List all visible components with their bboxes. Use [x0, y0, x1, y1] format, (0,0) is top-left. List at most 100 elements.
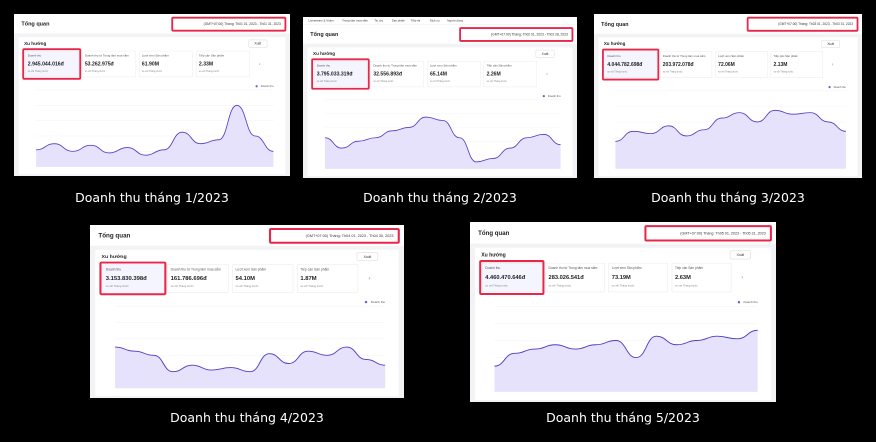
section-title: Xu hướng — [604, 41, 626, 46]
panel-canvas: Livestream & Video Trung tâm mua sắm Tin t… — [303, 17, 577, 178]
metric-value: 32.556.893đ — [373, 71, 403, 77]
export-label: Xuất — [542, 52, 549, 56]
metric-value: 283.026.541đ — [549, 275, 585, 281]
metric-compare: so với Tháng trước — [85, 70, 106, 73]
date-highlight — [171, 16, 287, 32]
metric-label: Tiếp cận Sản phẩm — [774, 54, 799, 58]
revenue-highlight — [22, 48, 82, 80]
legend-label: Doanh thu — [834, 85, 847, 89]
legend-dot — [737, 300, 741, 304]
metric-value: 2.33M — [199, 61, 213, 67]
metric-value: 53.262.975đ — [85, 61, 115, 67]
metric-value: 2.26M — [487, 71, 501, 77]
metric-label: Doanh thu — [485, 266, 500, 270]
caption: Doanh thu tháng 3/2023 — [651, 190, 805, 205]
trend-area — [324, 117, 561, 169]
section-title: Xu hướng — [481, 252, 506, 258]
metric-compare: so với Tháng trước — [718, 71, 739, 74]
metric-label: Doanh thu từ Trung tâm mua sắm — [85, 52, 130, 57]
metric-label: Tiếp cận Sản phẩm — [487, 64, 513, 68]
metric-card — [608, 262, 669, 293]
metric-compare: so với Tháng trước — [142, 70, 163, 73]
trend-area — [36, 105, 274, 167]
metric-value: 73.19M — [612, 275, 631, 281]
date-highlight — [746, 16, 859, 32]
date-range: (GMT+07:00) Tháng: Th01 01, 2023 - Th01 … — [204, 22, 281, 26]
metric-label: Doanh thu từ Trung tâm mua sắm — [171, 266, 221, 271]
caption: Doanh thu tháng 4/2023 — [170, 410, 324, 425]
screenshot-panel: Tổng quan (GMT+07:00) Tháng: Th04 01, 202… — [90, 225, 404, 398]
metric-label: Doanh thu — [28, 53, 42, 57]
export-label: Xuất — [827, 42, 834, 46]
date-highlight — [644, 225, 772, 242]
metric-compare: so với Tháng trước — [612, 283, 635, 287]
legend-label: Doanh thu — [744, 300, 758, 304]
date-range: (GMT+07:00) Tháng: Th03 01, 2023 - Th03 … — [778, 22, 853, 26]
metric-card — [313, 60, 368, 88]
export-button[interactable] — [535, 49, 555, 58]
export-button[interactable] — [821, 40, 840, 48]
trend-line — [36, 104, 274, 156]
panel-canvas: Tổng quan (GMT+07:00) Tháng: Th04 01, 202… — [90, 225, 404, 398]
metric-compare: so với Tháng trước — [549, 283, 572, 287]
metric-label: Tiếp cận Sản phẩm — [300, 267, 329, 271]
screenshot-panel: Livestream & Video Trung tâm mua sắm Tin t… — [303, 17, 577, 178]
panel-canvas: Tổng quan (GMT+07:00) Tháng: Th03 01, 202… — [594, 14, 862, 178]
trend-line — [494, 329, 758, 367]
export-label: Xuất — [363, 255, 371, 259]
caption: Doanh thu tháng 5/2023 — [546, 410, 700, 425]
metric-card — [81, 50, 136, 78]
export-button[interactable] — [729, 250, 751, 260]
metric-compare: so với Tháng trước — [607, 71, 628, 74]
section-title: Xu hướng — [24, 41, 46, 46]
metric-value: 3.795.033.319đ — [317, 71, 354, 77]
metric-value: 3.153.830.398đ — [106, 276, 148, 282]
metric-card — [24, 50, 79, 78]
date-range: (GMT+07:00) Tháng: Th04 01, 2023 - Th04 … — [306, 234, 394, 238]
metric-card — [482, 262, 542, 293]
metric-card — [715, 51, 768, 78]
nav-item: Trung tâm mua sắm — [342, 17, 369, 22]
metric-card — [370, 60, 424, 88]
nav-item: Tiếp thị — [411, 18, 421, 22]
trend-area — [615, 110, 846, 169]
metric-compare: so với Tháng trước — [199, 70, 220, 73]
metric-value: 65.14M — [430, 71, 447, 77]
metric-card — [167, 264, 229, 293]
metric-card — [604, 51, 657, 78]
export-button[interactable] — [356, 252, 379, 261]
nav-arrow: › — [546, 71, 548, 77]
metric-compare: so với Tháng trước — [171, 284, 195, 288]
metric-label: Tiếp cận Sản phẩm — [675, 266, 703, 270]
export-button[interactable] — [248, 39, 268, 48]
legend-dot — [828, 85, 831, 89]
legend-dot — [364, 300, 368, 304]
metric-value: 2.945.044.016đ — [28, 61, 65, 67]
metric-label: Lượt xem Sản phẩm — [142, 53, 169, 57]
metric-card — [770, 51, 823, 78]
metric-compare: so với Tháng trước — [106, 284, 130, 288]
metric-label: Tiếp cận Sản phẩm — [199, 53, 225, 57]
panel-canvas: Tổng quan (GMT+07:00) Tháng: Th05 01, 202… — [470, 222, 776, 402]
date-highlight — [459, 27, 574, 42]
metric-card — [545, 262, 605, 293]
legend-dot — [542, 95, 545, 98]
metric-value: 1.87M — [300, 276, 317, 282]
legend-label: Doanh thu — [261, 84, 274, 88]
section-title: Xu hướng — [313, 51, 335, 56]
metric-card — [427, 60, 481, 88]
screenshot-panel: Tổng quan (GMT+07:00) Tháng: Th05 01, 202… — [470, 222, 776, 402]
trend-line — [615, 109, 846, 142]
page-title: Tổng quan — [310, 31, 339, 38]
metric-label: Lượt xem Sản phẩm — [430, 64, 457, 68]
revenue-highlight — [479, 260, 545, 296]
trend-line — [324, 116, 561, 163]
metric-card — [671, 262, 732, 293]
nav-arrow: › — [832, 62, 834, 68]
metric-compare: so với Tháng trước — [317, 80, 338, 83]
panel-canvas: Tổng quan (GMT+07:00) Tháng: Th01 01, 202… — [14, 14, 290, 176]
metric-value: 161.786.696đ — [171, 276, 208, 282]
nav-item: Tin tức — [374, 18, 383, 22]
nav-arrow: › — [368, 275, 370, 282]
metric-label: Doanh thu từ Trung tâm mua sắm — [373, 63, 417, 68]
